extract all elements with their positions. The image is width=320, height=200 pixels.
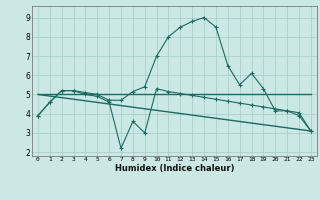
X-axis label: Humidex (Indice chaleur): Humidex (Indice chaleur) xyxy=(115,164,234,173)
